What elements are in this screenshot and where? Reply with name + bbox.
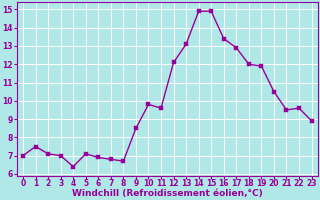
X-axis label: Windchill (Refroidissement éolien,°C): Windchill (Refroidissement éolien,°C)	[72, 189, 263, 198]
